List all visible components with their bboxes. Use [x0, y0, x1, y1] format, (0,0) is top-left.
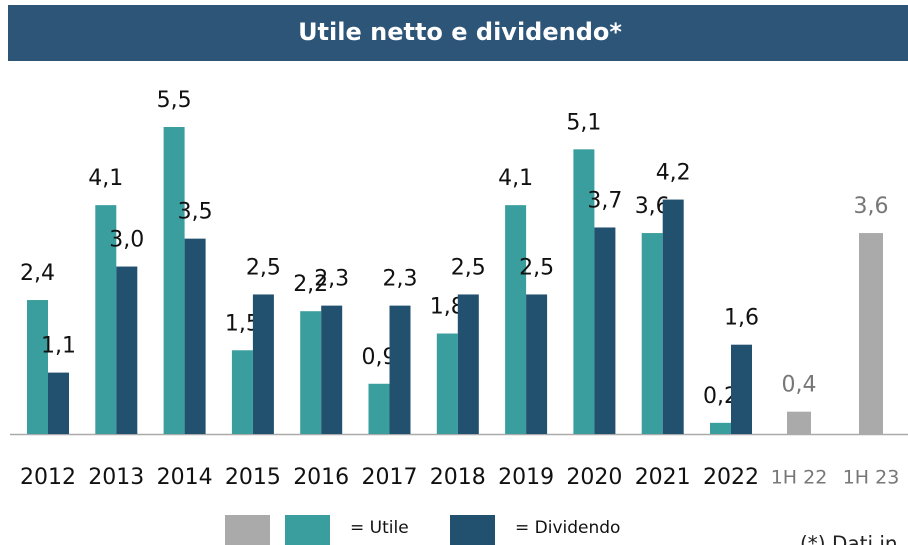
- value-label: 2,5: [246, 255, 281, 280]
- bar: [641, 233, 663, 434]
- x-tick-label: 2021: [635, 465, 691, 490]
- bar: [321, 305, 343, 434]
- value-label: 2,3: [383, 267, 418, 292]
- x-tick-label: 2017: [362, 465, 418, 490]
- bar: [163, 127, 185, 434]
- value-label: 4,1: [88, 166, 123, 191]
- bar: [710, 422, 731, 434]
- value-label: 3,0: [109, 228, 144, 253]
- bar: [662, 199, 684, 434]
- x-tick-label: 2022: [703, 465, 759, 490]
- title-bar: [8, 5, 908, 61]
- footnote: (*) Dati in: [800, 532, 898, 545]
- x-tick-label: 2015: [225, 465, 281, 490]
- value-label: 5,5: [157, 88, 192, 113]
- x-tick-label: 2020: [566, 465, 622, 490]
- value-label: 2,2: [293, 272, 328, 297]
- bar: [436, 333, 458, 434]
- bar: [231, 350, 253, 434]
- legend-swatch: [450, 515, 495, 545]
- x-tick-label: 2019: [498, 465, 554, 490]
- bar: [594, 227, 616, 434]
- x-tick-label: 2014: [157, 465, 213, 490]
- bar: [48, 372, 69, 434]
- bar: [787, 411, 811, 434]
- bar: [573, 149, 595, 434]
- bar: [368, 383, 390, 434]
- legend-label: = Dividendo: [515, 518, 620, 538]
- bar: [116, 266, 138, 434]
- x-tick-label: 2012: [20, 465, 76, 490]
- x-tick-label: 1H 23: [843, 467, 900, 489]
- bar: [859, 233, 883, 434]
- value-label: 3,6: [854, 194, 889, 219]
- legend-swatch: [285, 515, 330, 545]
- bar: [300, 311, 322, 434]
- bar: [389, 305, 411, 434]
- value-label: 4,1: [498, 166, 533, 191]
- bar: [457, 294, 479, 434]
- x-tick-label: 2018: [430, 465, 486, 490]
- value-label: 0,4: [782, 373, 817, 398]
- legend-swatch: [225, 515, 270, 545]
- x-tick-label: 2016: [293, 465, 349, 490]
- value-label: 1,1: [41, 334, 76, 359]
- value-label: 2,5: [451, 255, 486, 280]
- value-label: 3,5: [178, 200, 213, 225]
- x-tick-label: 2013: [88, 465, 144, 490]
- value-label: 2,5: [519, 255, 554, 280]
- bar: [27, 300, 48, 434]
- bar: [252, 294, 274, 434]
- x-tick-label: 1H 22: [771, 467, 828, 489]
- value-label: 4,2: [656, 161, 691, 186]
- bar: [95, 205, 117, 434]
- value-label: 3,7: [587, 188, 622, 213]
- value-label: 2,3: [314, 267, 349, 292]
- value-label: 1,6: [724, 306, 759, 331]
- bar: [731, 344, 752, 434]
- value-label: 5,1: [566, 110, 601, 135]
- bar: [184, 238, 206, 434]
- bar: [505, 205, 527, 434]
- chart-title: Utile netto e dividendo*: [298, 18, 622, 46]
- legend-label: = Utile: [350, 518, 409, 538]
- value-label: 2,4: [20, 261, 55, 286]
- bar: [526, 294, 548, 434]
